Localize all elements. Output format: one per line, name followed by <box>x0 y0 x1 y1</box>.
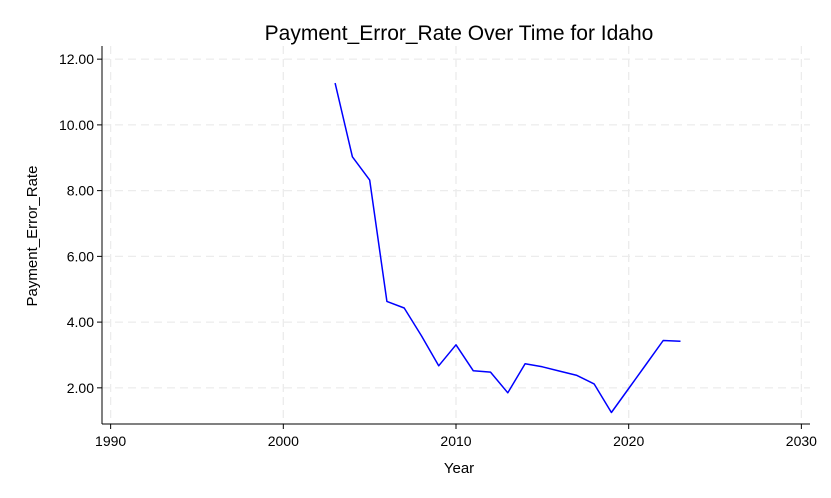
x-tick-label: 1990 <box>95 433 126 449</box>
chart-title: Payment_Error_Rate Over Time for Idaho <box>265 22 654 45</box>
y-tick-label: 8.00 <box>67 183 94 199</box>
grid-lines <box>102 46 810 424</box>
series-line <box>334 82 681 414</box>
series <box>334 82 681 414</box>
x-tick-label: 2000 <box>268 433 299 449</box>
ticks: 1990 2000 2010 2020 2030 2.00 4.00 6.00 8.00 10.0… <box>59 51 817 449</box>
x-tick-label: 2020 <box>613 433 644 449</box>
x-tick-label: 2030 <box>786 433 817 449</box>
x-tick-label: 2010 <box>440 433 471 449</box>
y-tick-label: 2.00 <box>67 380 94 396</box>
y-tick-label: 10.00 <box>59 117 94 133</box>
y-tick-label: 12.00 <box>59 51 94 67</box>
x-axis-title: Year <box>444 460 474 477</box>
y-tick-label: 4.00 <box>67 314 94 330</box>
y-axis-title: Payment_Error_Rate <box>24 166 41 307</box>
y-tick-label: 6.00 <box>67 248 94 264</box>
